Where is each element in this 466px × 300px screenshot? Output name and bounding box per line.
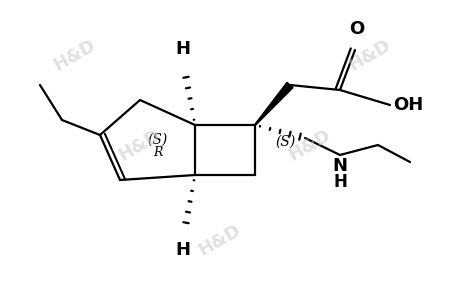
Text: O: O [350, 20, 364, 38]
Text: H&D: H&D [286, 126, 334, 164]
Text: H: H [333, 173, 347, 191]
Text: H&D: H&D [116, 126, 164, 164]
Text: H&D: H&D [196, 221, 244, 259]
Text: H&D: H&D [51, 36, 99, 74]
Polygon shape [254, 82, 293, 125]
Text: H&D: H&D [346, 36, 394, 74]
Text: N: N [333, 157, 348, 175]
Text: (S): (S) [275, 135, 295, 149]
Text: R: R [153, 146, 163, 158]
Text: H: H [176, 40, 191, 58]
Text: OH: OH [393, 96, 423, 114]
Text: (S): (S) [148, 133, 168, 147]
Text: H: H [176, 241, 191, 259]
